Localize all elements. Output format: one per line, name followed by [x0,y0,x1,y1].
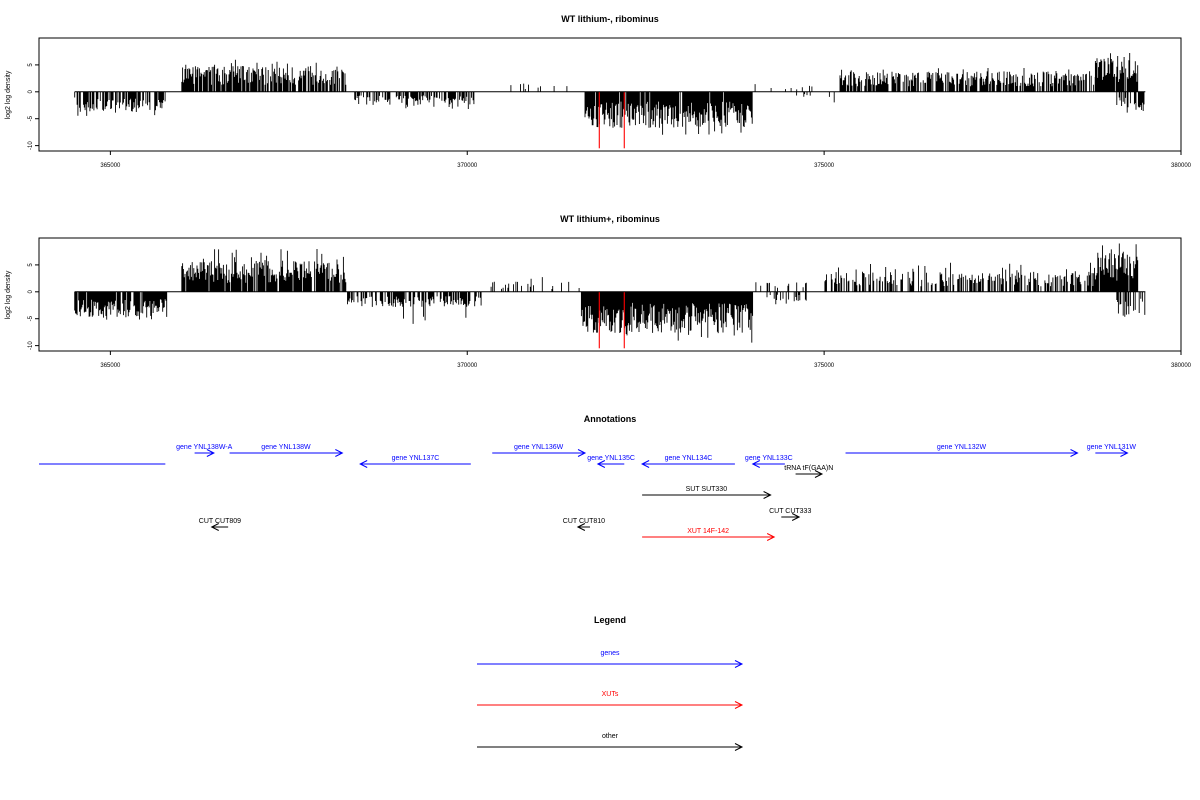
feature-label: gene YNL135C [587,455,635,462]
y-tick-label: -10 [28,341,34,350]
y-axis-label: log2 log density [5,70,12,119]
legend-items: genes XUTs other [477,650,744,751]
chart-title: WT lithium+, ribominus [560,214,660,224]
feature-list: gene YNL138W-A gene YNL138W gene YNL137C ge… [39,444,1136,541]
feature-label: gene YNL136W [514,444,564,451]
x-axis: 365000 370000 375000 380000 [100,351,1192,369]
track-wt-lithium-plus: WT lithium+, ribominus log2 log density … [5,214,1192,369]
feature-arrow-10: gene YNL131W [1087,444,1137,457]
x-tick-label: 380000 [1171,163,1192,169]
x-tick-label: 370000 [457,163,478,169]
feature-label: gene YNL133C [745,455,793,462]
y-axis: -10 -5 0 5 [28,263,39,350]
legend-title: Legend [594,615,626,625]
plot-frame [38,237,1182,352]
annotations-title: Annotations [584,414,637,424]
legend-item-other: other [477,733,744,751]
x-axis: 365000 370000 375000 380000 [100,151,1192,169]
feature-arrow-6: gene YNL134C [641,455,735,468]
feature-arrow-5: gene YNL135C [587,455,635,468]
highlight-series [598,91,625,149]
legend-panel: Legend genes XUTs other [477,615,744,751]
feature-label: XUT 14F-142 [687,528,729,535]
feature-arrow-9: gene YNL132W [845,444,1079,457]
feature-arrow-3: gene YNL137C [359,455,471,468]
legend-label: other [602,733,619,740]
y-tick-label: -10 [28,141,34,150]
feature-label: CUT CUT333 [769,508,811,515]
feature-arrow-15: XUT 14F-142 [642,528,776,541]
feature-arrow-8: tRNA tF(GAA)N [784,465,833,478]
y-axis-label: log2 log density [5,270,12,319]
legend-item-XUTs: XUTs [477,691,744,709]
feature-label: gene YNL137C [392,455,440,462]
feature-arrow-13: CUT CUT809 [199,518,241,531]
feature-label: gene YNL132W [937,444,987,451]
feature-label: gene YNL134C [665,455,713,462]
feature-arrow-4: gene YNL136W [492,444,587,457]
legend-item-genes: genes [477,650,744,668]
feature-label: SUT SUT330 [686,486,728,493]
annotations-panel: Annotations gene YNL138W-A gene YNL138Wge… [39,414,1136,541]
bar-series [74,243,1146,343]
x-tick-label: 365000 [100,163,121,169]
feature-arrow-14: CUT CUT810 [563,518,605,531]
legend-label: genes [600,650,620,657]
y-tick-label: -5 [28,115,34,121]
feature-arrow-12: CUT CUT333 [769,508,811,521]
feature-label: gene YNL131W [1087,444,1137,451]
track-wt-lithium-minus: WT lithium-, ribominus log2 log density … [5,14,1192,169]
feature-label: CUT CUT810 [563,518,605,525]
x-tick-label: 365000 [100,363,121,369]
feature-label: gene YNL138W [261,444,311,451]
legend-label: XUTs [602,691,619,698]
y-tick-label: 0 [28,89,34,93]
x-tick-label: 370000 [457,363,478,369]
bar-series [74,53,1145,135]
y-tick-label: 0 [28,289,34,293]
chart-title: WT lithium-, ribominus [561,14,659,24]
plot-frame [38,37,1182,152]
x-tick-label: 375000 [814,163,835,169]
y-tick-label: -5 [28,315,34,321]
y-axis: -10 -5 0 5 [28,63,39,150]
highlight-series [598,291,625,349]
bar-mark [74,53,1145,135]
feature-arrow-11: SUT SUT330 [642,486,772,499]
y-tick-label: 5 [28,263,34,267]
y-tick-label: 5 [28,63,34,67]
feature-arrow-7: gene YNL133C [745,455,793,468]
feature-arrow-1: gene YNL138W-A [176,444,233,457]
feature-label: gene YNL138W-A [176,444,232,451]
feature-label: tRNA tF(GAA)N [784,465,833,472]
feature-label: CUT CUT809 [199,518,241,525]
x-tick-label: 375000 [814,363,835,369]
bar-mark [74,243,1146,343]
feature-arrow-2: gene YNL138W [229,444,344,457]
x-tick-label: 380000 [1171,363,1192,369]
